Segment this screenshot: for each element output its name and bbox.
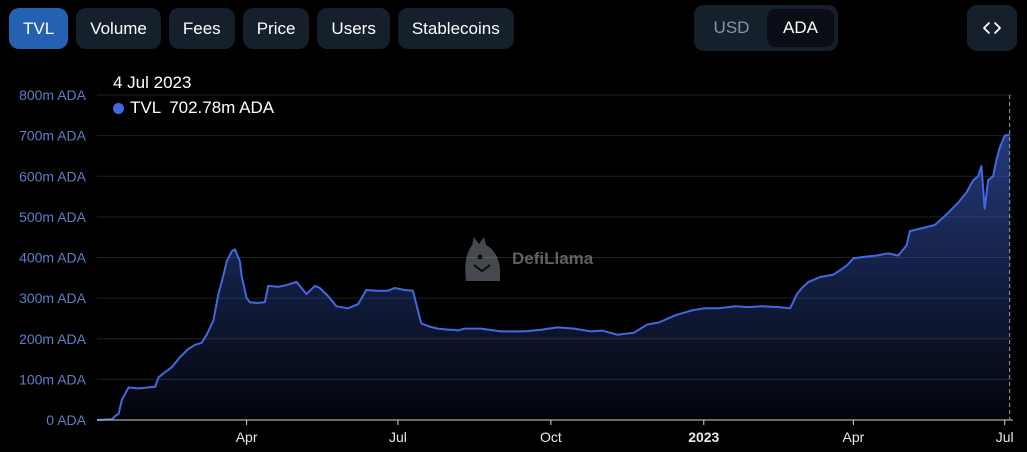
code-brackets-icon: [983, 22, 1001, 34]
y-tick-label: 0 ADA: [46, 412, 86, 428]
embed-button[interactable]: [967, 5, 1017, 51]
y-tick-label: 700m ADA: [19, 128, 87, 144]
y-tick-label: 800m ADA: [19, 87, 87, 103]
x-tick-label: 2023: [688, 429, 719, 445]
metric-tabs: TVL Volume Fees Price Users Stablecoins: [9, 8, 514, 49]
x-tick-label: Jul: [389, 429, 407, 445]
y-tick-label: 600m ADA: [19, 168, 87, 184]
y-tick-label: 400m ADA: [19, 250, 87, 266]
x-tick-label: Apr: [843, 429, 865, 445]
defillama-watermark: DefiLlama: [460, 235, 593, 283]
y-tick-label: 200m ADA: [19, 331, 87, 347]
tab-users[interactable]: Users: [317, 8, 390, 49]
y-tick-label: 100m ADA: [19, 371, 87, 387]
tvl-area: [97, 134, 1010, 420]
tab-price[interactable]: Price: [242, 8, 310, 49]
tvl-series-line: [96, 133, 1010, 421]
tab-stablecoins[interactable]: Stablecoins: [397, 8, 514, 49]
currency-ada-button[interactable]: ADA: [767, 9, 834, 47]
x-tick-label: Apr: [236, 429, 258, 445]
llama-logo-icon: [465, 237, 500, 281]
tooltip-series-row: TVL 702.78m ADA: [113, 97, 274, 119]
y-tick-label: 300m ADA: [19, 290, 87, 306]
watermark-text: DefiLlama: [512, 249, 594, 268]
tooltip-value: 702.78m ADA: [169, 98, 275, 117]
tab-fees[interactable]: Fees: [168, 8, 235, 49]
x-tick-label: Jul: [996, 429, 1014, 445]
tooltip-date: 4 Jul 2023: [113, 73, 192, 92]
tooltip-series-label: TVL: [130, 98, 162, 117]
currency-toggle: USD ADA: [694, 5, 838, 51]
tab-tvl[interactable]: TVL: [9, 8, 69, 49]
x-tick-label: Oct: [540, 429, 562, 445]
tab-volume[interactable]: Volume: [76, 8, 161, 49]
y-tick-label: 500m ADA: [19, 209, 87, 225]
chart-tooltip: 4 Jul 2023 TVL 702.78m ADA: [113, 72, 274, 119]
currency-usd-button[interactable]: USD: [713, 18, 750, 37]
series-dot-icon: [113, 102, 124, 114]
